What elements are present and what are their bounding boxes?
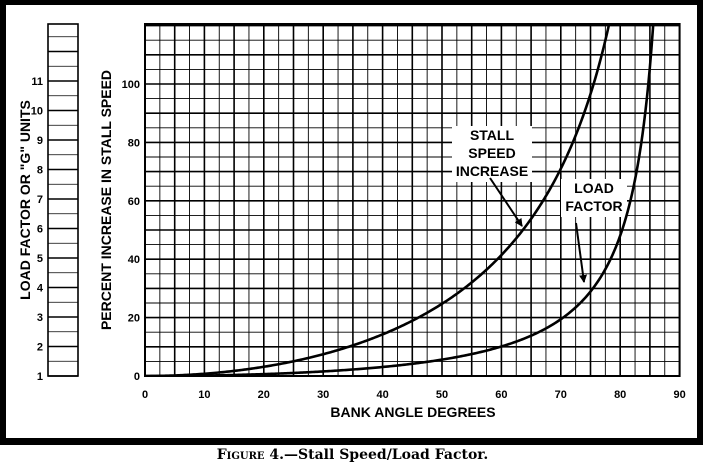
load-factor-curve [145, 24, 655, 376]
g-tick-label: 10 [31, 106, 43, 118]
annotations: STALL SPEED INCREASE LOAD FACTOR [456, 127, 623, 283]
stall-speed-arrow [489, 177, 523, 227]
g-tick-label: 11 [31, 76, 43, 88]
y-tick-label: 40 [128, 254, 140, 266]
caption-prefix: Figure 4. [216, 447, 285, 463]
data-curves [145, 24, 655, 376]
load-factor-arrow [575, 222, 588, 283]
stall-speed-annotation: INCREASE [456, 163, 528, 179]
x-tick-label: 10 [198, 389, 210, 401]
y2-axis-label: LOAD FACTOR OR "G" UNITS [17, 100, 33, 300]
g-tick-label: 3 [37, 312, 43, 324]
y-tick-label: 0 [134, 371, 140, 383]
g-tick-label: 5 [37, 253, 43, 265]
x-axis-label: BANK ANGLE DEGREES [330, 404, 495, 420]
load-factor-annotation: LOAD [574, 180, 614, 196]
y-tick-label: 60 [128, 196, 140, 208]
y-axis-label: PERCENT INCREASE IN STALL SPEED [98, 70, 114, 330]
x-tick-label: 90 [673, 389, 685, 401]
g-tick-label: 2 [37, 342, 43, 354]
x-tick-label: 0 [142, 389, 148, 401]
x-tick-label: 30 [317, 389, 329, 401]
stall-speed-annotation: SPEED [468, 145, 515, 161]
g-tick-label: 8 [37, 165, 43, 177]
x-tick-label: 20 [258, 389, 270, 401]
chart-grid [144, 23, 681, 377]
g-tick-label: 1 [37, 371, 43, 383]
g-tick-label: 6 [37, 224, 43, 236]
annotation-backgrounds [452, 126, 627, 217]
g-tick-label: 4 [37, 283, 44, 295]
y-tick-label: 80 [128, 137, 140, 149]
x-tick-label: 50 [436, 389, 448, 401]
x-tick-label: 80 [614, 389, 626, 401]
x-tick-label: 60 [495, 389, 507, 401]
g-tick-label: 9 [37, 135, 43, 147]
figure-caption: Figure 4.—Stall Speed/Load Factor. [0, 447, 705, 463]
x-tick-label: 40 [376, 389, 388, 401]
g-tick-label: 7 [37, 194, 43, 206]
stall-speed-annotation: STALL [470, 127, 515, 143]
axis-tick-labels: 0 10 20 30 40 50 60 70 80 90 0 20 40 60 80 100 1 2 3 4 5 6 7 8 9… [31, 76, 686, 401]
stall-speed-curve [145, 24, 611, 376]
y-tick-label: 20 [128, 313, 140, 325]
y-tick-label: 100 [122, 79, 140, 91]
x-tick-label: 70 [555, 389, 567, 401]
g-units-scale [47, 23, 79, 377]
caption-text: —Stall Speed/Load Factor. [284, 447, 489, 463]
load-factor-annotation: FACTOR [565, 198, 622, 214]
plot-border [144, 23, 681, 377]
